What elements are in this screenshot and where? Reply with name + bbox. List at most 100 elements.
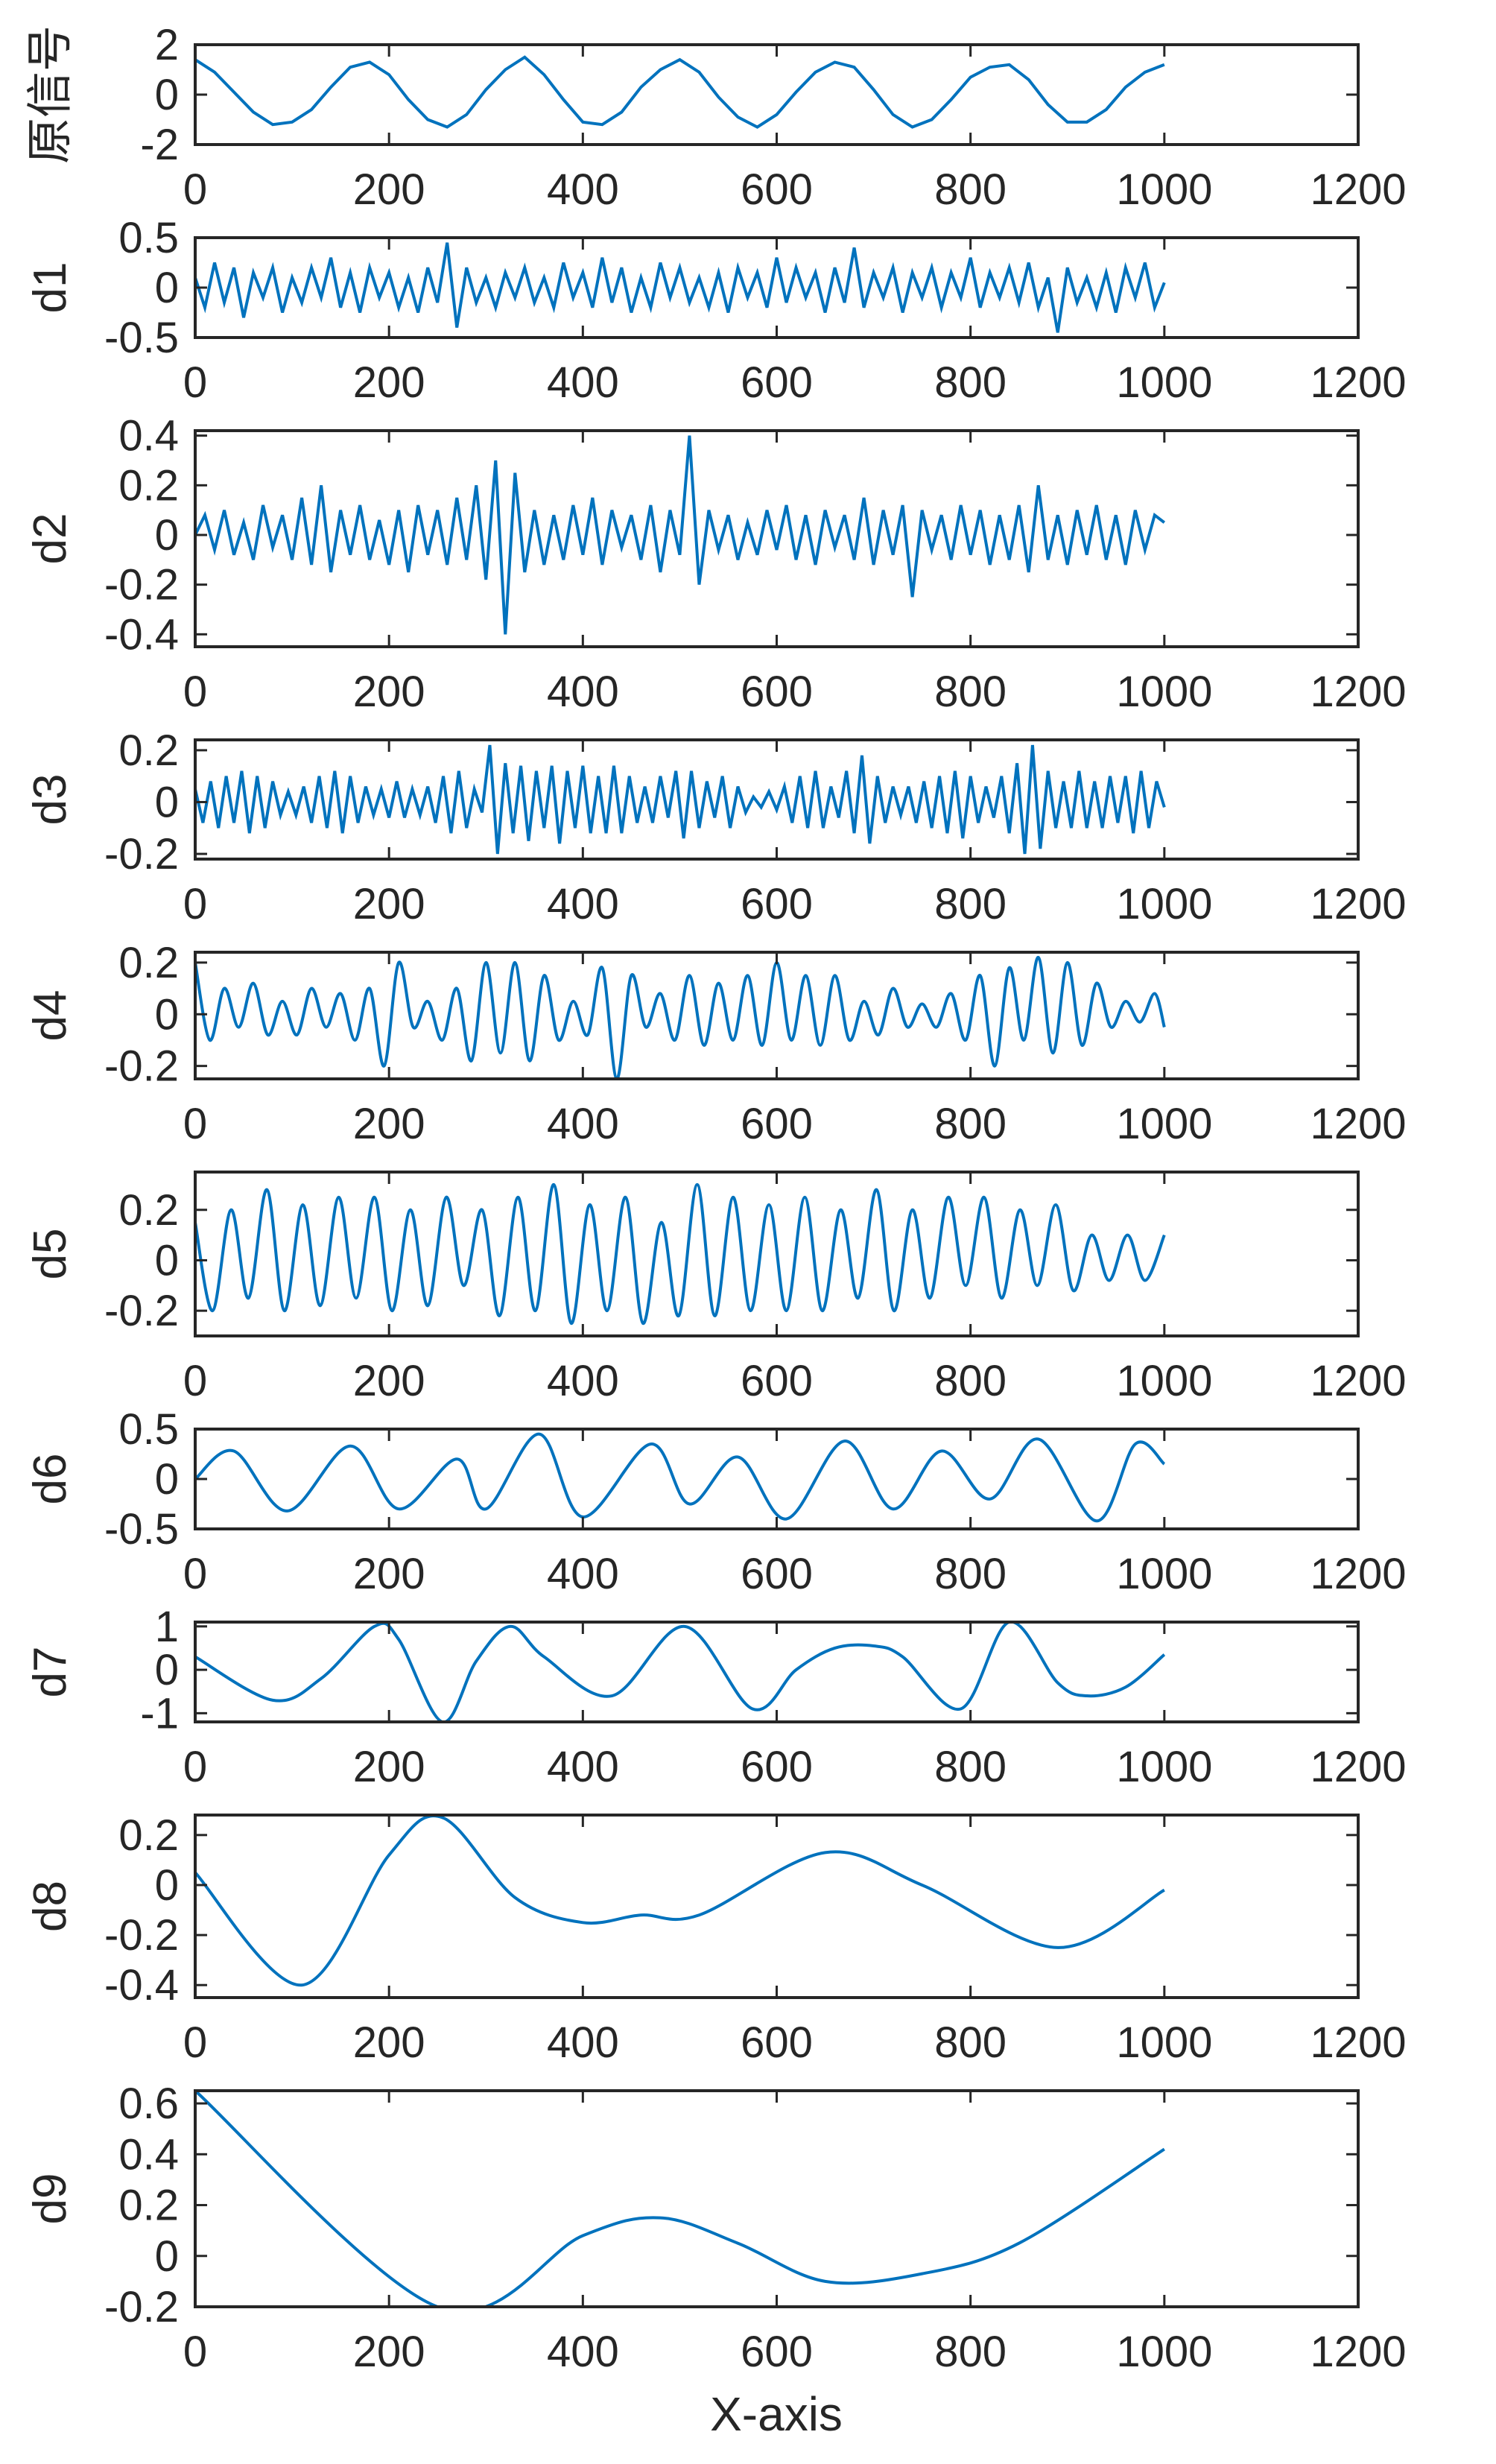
x-tick-label: 800	[934, 165, 1007, 214]
x-tick-label: 800	[934, 2328, 1007, 2376]
series-line	[195, 1815, 1165, 1987]
x-tick-label: 600	[741, 1100, 813, 1148]
y-axis-label: 原信号	[25, 25, 76, 164]
y-tick-label: 0.6	[118, 2080, 179, 2128]
series-line	[195, 1432, 1166, 1523]
y-axis-label: d6	[25, 1454, 76, 1505]
x-tick-label: 800	[934, 880, 1007, 928]
y-axis-label: d3	[25, 774, 76, 826]
y-tick-label: -1	[140, 1689, 179, 1738]
series-line	[195, 55, 1165, 129]
x-tick-label: 0	[183, 1743, 207, 1791]
panel-d3: 0 200 400 600 800 1000 1200-0.200.2d3	[25, 726, 1407, 928]
y-tick-label: 0	[155, 264, 179, 312]
x-tick-label: 0	[183, 2018, 207, 2067]
x-tick-label: 400	[547, 668, 619, 716]
y-axis-label: d9	[25, 2173, 76, 2225]
y-tick-label: 0.5	[118, 1405, 179, 1454]
x-axis-label: X-axis	[710, 2387, 843, 2441]
x-tick-label: 400	[547, 880, 619, 928]
x-tick-label: 600	[741, 880, 813, 928]
x-tick-label: 200	[353, 1100, 425, 1148]
x-tick-label: 1200	[1310, 1100, 1406, 1148]
series-line	[195, 744, 1166, 855]
series-line	[195, 955, 1166, 1079]
x-tick-label: 800	[934, 1357, 1007, 1405]
panel-d8: 0 200 400 600 800 1000 1200-0.4-0.200.2d8	[25, 1811, 1407, 2067]
x-tick-label: 1000	[1116, 1550, 1212, 1598]
x-tick-label: 1200	[1310, 2328, 1406, 2376]
x-tick-label: 800	[934, 1550, 1007, 1598]
panel-d9: 0 200 400 600 800 1000 1200-0.200.20.40.6d9	[25, 2080, 1407, 2376]
x-tick-label: 400	[547, 2018, 619, 2067]
x-tick-label: 1000	[1116, 165, 1212, 214]
y-tick-label: 0	[155, 1455, 179, 1504]
y-tick-label: 0.4	[118, 412, 179, 460]
x-tick-label: 400	[547, 1743, 619, 1791]
x-tick-label: 1000	[1116, 2018, 1212, 2067]
x-tick-label: 0	[183, 2328, 207, 2376]
x-tick-label: 1000	[1116, 668, 1212, 716]
x-tick-label: 200	[353, 668, 425, 716]
x-tick-label: 0	[183, 358, 207, 407]
x-tick-label: 600	[741, 165, 813, 214]
y-tick-label: 2	[155, 21, 179, 69]
x-tick-label: 800	[934, 668, 1007, 716]
x-tick-label: 600	[741, 668, 813, 716]
y-tick-label: 0	[155, 1646, 179, 1694]
x-tick-label: 1200	[1310, 1550, 1406, 1598]
y-tick-label: 0.2	[118, 1811, 179, 1860]
y-tick-label: 1	[155, 1603, 179, 1651]
y-tick-label: 0.2	[118, 2182, 179, 2230]
x-tick-label: 600	[741, 1357, 813, 1405]
panel-d4: 0 200 400 600 800 1000 1200-0.200.2d4	[25, 939, 1407, 1148]
x-tick-label: 600	[741, 1550, 813, 1598]
x-tick-label: 600	[741, 2328, 813, 2376]
x-tick-label: 1000	[1116, 2328, 1212, 2376]
y-tick-label: -2	[140, 121, 179, 169]
x-tick-label: 0	[183, 880, 207, 928]
x-tick-label: 600	[741, 2018, 813, 2067]
x-tick-label: 600	[741, 1743, 813, 1791]
x-tick-label: 1200	[1310, 668, 1406, 716]
series-line	[195, 1182, 1166, 1326]
y-tick-label: -0.4	[104, 1961, 179, 2009]
series-line	[195, 435, 1166, 635]
x-tick-label: 800	[934, 1743, 1007, 1791]
y-tick-label: 0.2	[118, 939, 179, 987]
y-tick-label: 0.4	[118, 2130, 179, 2179]
x-tick-label: 1200	[1310, 880, 1406, 928]
x-tick-label: 1000	[1116, 1743, 1212, 1791]
x-tick-label: 0	[183, 1100, 207, 1148]
x-tick-label: 1200	[1310, 1743, 1406, 1791]
panel-d6: 0 200 400 600 800 1000 1200-0.500.5d6	[25, 1405, 1407, 1598]
x-tick-label: 1000	[1116, 880, 1212, 928]
y-axis-label: d8	[25, 1881, 76, 1932]
x-tick-label: 200	[353, 2018, 425, 2067]
panel-d2: 0 200 400 600 800 1000 1200-0.4-0.200.20.4d2	[25, 412, 1407, 716]
y-axis-label: d7	[25, 1647, 76, 1698]
y-tick-label: -0.2	[104, 830, 179, 878]
x-tick-label: 0	[183, 668, 207, 716]
x-tick-label: 800	[934, 358, 1007, 407]
y-tick-label: -0.5	[104, 314, 179, 362]
y-tick-label: 0	[155, 990, 179, 1039]
x-tick-label: 1200	[1310, 358, 1406, 407]
y-axis-label: d5	[25, 1229, 76, 1280]
x-tick-label: 400	[547, 358, 619, 407]
x-tick-label: 600	[741, 358, 813, 407]
x-tick-label: 0	[183, 1550, 207, 1598]
x-tick-label: 1000	[1116, 1357, 1212, 1405]
x-tick-label: 1000	[1116, 1100, 1212, 1148]
x-tick-label: 400	[547, 1550, 619, 1598]
x-tick-label: 1200	[1310, 2018, 1406, 2067]
x-tick-label: 400	[547, 2328, 619, 2376]
y-tick-label: -0.4	[104, 610, 179, 659]
series-line	[195, 2091, 1165, 2307]
y-tick-label: 0	[155, 2232, 179, 2281]
x-tick-label: 800	[934, 1100, 1007, 1148]
x-tick-label: 200	[353, 358, 425, 407]
